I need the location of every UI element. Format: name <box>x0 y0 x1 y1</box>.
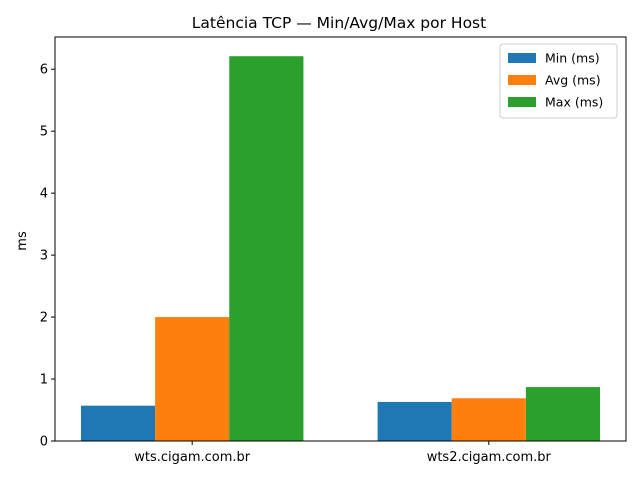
plot-frame <box>54 36 627 442</box>
legend-label: Max (ms) <box>545 95 603 110</box>
y-tick-label: 6 <box>40 63 48 78</box>
bar-3-1 <box>229 56 304 441</box>
legend-label: Avg (ms) <box>545 73 601 88</box>
bar-1-2 <box>377 401 452 441</box>
bar-2-1 <box>155 317 230 441</box>
bars-group <box>80 56 601 441</box>
legend: Min (ms) Avg (ms) Max (ms) <box>499 43 618 119</box>
y-axis-label: ms <box>15 231 30 251</box>
bar-1-1 <box>80 405 156 441</box>
chart-title: Latência TCP — Min/Avg/Max por Host <box>192 14 486 32</box>
y-axis: 0 1 2 3 4 5 6 <box>40 63 55 450</box>
legend-swatch <box>508 97 536 107</box>
y-tick-label: 4 <box>40 187 48 202</box>
y-tick-label: 5 <box>40 125 48 140</box>
y-tick-label: 3 <box>40 249 48 264</box>
legend-swatch <box>508 75 536 85</box>
bar-2-2 <box>451 398 526 441</box>
y-tick-label: 1 <box>40 373 48 388</box>
x-tick-label: wts.cigam.com.br <box>134 450 251 465</box>
x-axis: wts.cigam.com.br wts2.cigam.com.br <box>134 441 552 465</box>
legend-swatch <box>508 53 536 63</box>
bar-3-2 <box>525 387 601 441</box>
y-tick-label: 0 <box>40 435 48 450</box>
y-tick-label: 2 <box>40 311 48 326</box>
x-tick-label: wts2.cigam.com.br <box>427 450 552 465</box>
legend-label: Min (ms) <box>545 51 600 66</box>
